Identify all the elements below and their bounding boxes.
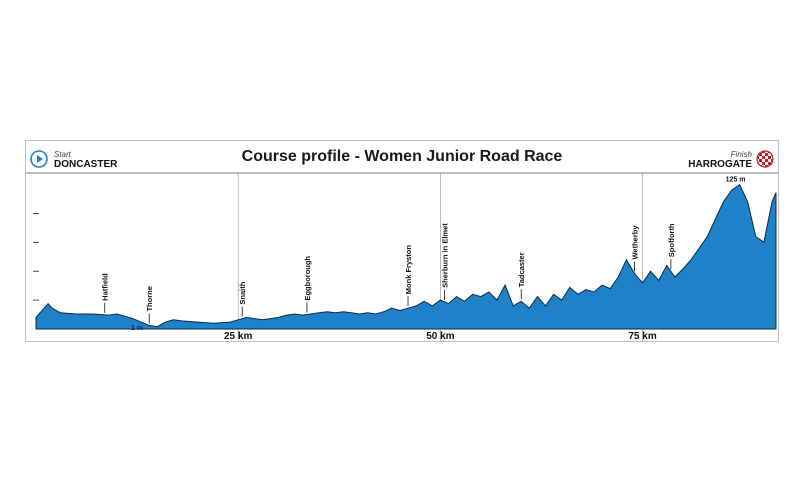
finish-label: Finish — [730, 150, 752, 159]
chart-title: Course profile - Women Junior Road Race — [241, 148, 563, 165]
start-label: Start — [54, 150, 71, 159]
place-label: Hatfield — [101, 273, 110, 301]
play-circle-icon — [30, 150, 48, 168]
place-label: Eggborough — [303, 256, 312, 301]
profile-frame: Hatfield Thorne Snaith Eggborough Monk Fryst… — [25, 140, 779, 342]
start-block: Start DONCASTER — [54, 150, 117, 170]
chart-header: Start DONCASTER Course profile - Women J… — [26, 141, 778, 173]
place-label: Snaith — [238, 281, 247, 304]
elevation-annotation: 1 m — [131, 325, 143, 332]
finish-block: Finish HARROGATE — [688, 150, 752, 170]
elevation-annotation: 125 m — [726, 177, 746, 184]
place-label: Tadcaster — [517, 252, 526, 287]
place-label: Wetherby — [630, 225, 639, 260]
finish-city: HARROGATE — [688, 159, 752, 170]
checkered-flag-icon — [756, 150, 774, 168]
elevation-chart: Hatfield Thorne Snaith Eggborough Monk Fryst… — [26, 172, 778, 341]
x-tick-label: 50 km — [426, 331, 454, 341]
x-tick-label: 25 km — [224, 331, 252, 341]
place-label: Thorne — [145, 286, 154, 311]
elevation-area — [35, 183, 777, 330]
place-label: Spofforth — [667, 223, 676, 257]
start-city: DONCASTER — [54, 159, 118, 170]
x-tick-label: 75 km — [628, 331, 656, 341]
place-label: Sherburn in Elmet — [440, 223, 449, 288]
place-label: Monk Fryston — [404, 245, 413, 295]
